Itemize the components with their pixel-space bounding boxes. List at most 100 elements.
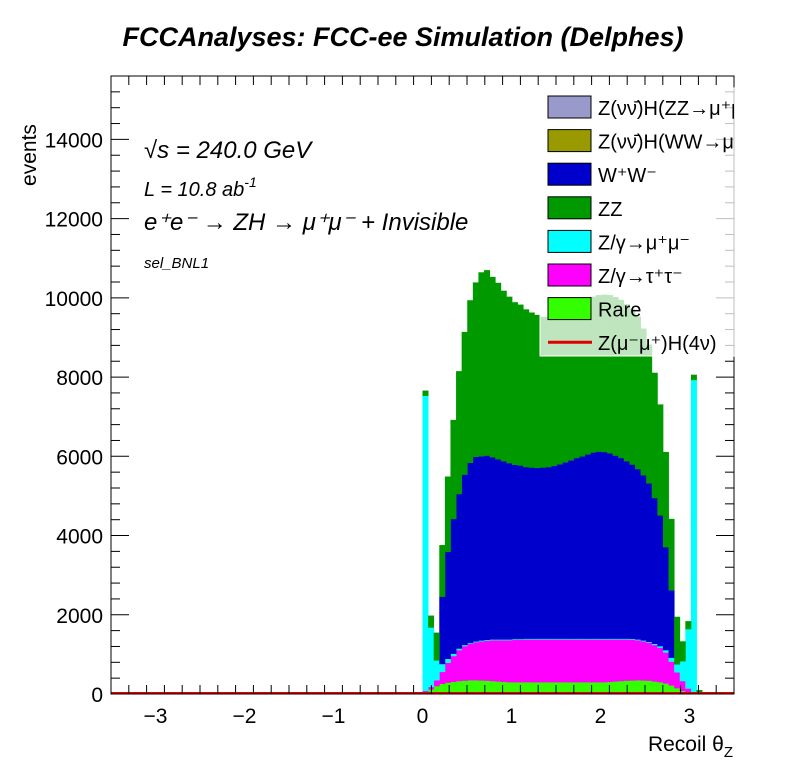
bar-segment bbox=[467, 680, 474, 695]
bar-segment bbox=[439, 596, 446, 665]
bar-segment bbox=[523, 467, 530, 639]
bar-segment bbox=[456, 493, 463, 649]
bar-segment bbox=[662, 683, 669, 695]
bar-segment bbox=[668, 590, 675, 658]
bar-segment bbox=[534, 314, 541, 469]
bar-segment bbox=[629, 638, 636, 640]
stacked-bars bbox=[422, 270, 703, 695]
bar-segment bbox=[607, 295, 614, 454]
bar-segment bbox=[646, 641, 653, 643]
lumi-annotation: L = 10.8 ab-1 bbox=[144, 174, 257, 201]
bar-segment bbox=[635, 316, 641, 470]
bar-segment bbox=[506, 639, 513, 641]
bar-segment bbox=[478, 641, 485, 681]
bar-segment bbox=[657, 682, 664, 695]
bar-segment bbox=[584, 682, 591, 695]
bar-segment bbox=[539, 638, 546, 640]
bar-segment bbox=[439, 671, 446, 684]
bar-segment bbox=[472, 641, 479, 643]
y-tick-label: 0 bbox=[91, 684, 103, 707]
bar-segment bbox=[607, 681, 614, 695]
bar-segment bbox=[495, 681, 502, 695]
y-axis-ticks: 0 2000 4000 6000 8000 10000 12000 14000 bbox=[45, 75, 734, 707]
legend-swatch bbox=[547, 196, 592, 220]
bar-segment bbox=[685, 629, 692, 689]
bar-segment bbox=[590, 452, 597, 639]
selection-annotation: sel_BNL1 bbox=[144, 255, 209, 272]
bar-segment bbox=[433, 632, 440, 661]
bar-segment bbox=[450, 681, 457, 695]
bar-segment bbox=[511, 682, 518, 695]
process-annotation: e⁺e⁻ → ZH → μ⁺μ⁻ + Invisible bbox=[144, 209, 468, 236]
x-tick-label: 2 bbox=[595, 705, 607, 728]
y-tick-label: 4000 bbox=[56, 526, 103, 549]
bar-segment bbox=[679, 641, 686, 662]
bar-segment bbox=[545, 467, 552, 639]
bar-segment bbox=[495, 639, 502, 641]
bar-segment bbox=[668, 657, 675, 662]
bar-segment bbox=[461, 644, 468, 647]
bar-segment bbox=[433, 660, 440, 681]
bar-segment bbox=[635, 640, 641, 681]
bar-segment bbox=[584, 299, 591, 455]
bar-segment bbox=[595, 682, 602, 695]
x-tick-label: −2 bbox=[233, 705, 257, 728]
legend-label: W⁺W⁻ bbox=[598, 165, 657, 187]
bar-segment bbox=[539, 316, 546, 468]
bar-segment bbox=[545, 682, 552, 695]
bar-segment bbox=[567, 639, 574, 683]
bar-segment bbox=[651, 497, 658, 644]
bar-segment bbox=[500, 461, 507, 640]
bar-segment bbox=[484, 639, 491, 641]
bar-segment bbox=[674, 672, 681, 689]
bar-segment bbox=[517, 638, 524, 641]
bar-segment bbox=[607, 638, 614, 640]
bar-segment bbox=[534, 639, 541, 683]
bar-segment bbox=[495, 282, 502, 460]
bar-segment bbox=[511, 302, 518, 465]
bar-segment bbox=[439, 683, 446, 695]
bar-segment bbox=[618, 639, 625, 682]
x-tick-label: 0 bbox=[417, 705, 429, 728]
bar-segment bbox=[601, 451, 608, 639]
legend-swatch bbox=[547, 297, 592, 321]
bar-segment bbox=[545, 317, 552, 468]
bar-segment bbox=[601, 294, 608, 453]
bar-segment bbox=[651, 644, 658, 682]
bar-segment bbox=[595, 451, 602, 639]
bar-segment bbox=[562, 462, 569, 639]
legend-label: Rare bbox=[598, 300, 641, 322]
bar-segment bbox=[556, 464, 563, 639]
bar-segment bbox=[556, 638, 563, 640]
legend-label: Z(νν̄)H(WW→μ⁺νμ bbox=[598, 132, 766, 154]
bar-segment bbox=[607, 453, 614, 639]
bar-segment bbox=[433, 686, 440, 695]
bar-segment bbox=[590, 682, 597, 695]
bar-segment bbox=[484, 680, 491, 695]
bar-segment bbox=[444, 551, 451, 660]
bar-segment bbox=[539, 467, 546, 639]
bar-segment bbox=[584, 638, 591, 640]
bar-segment bbox=[567, 638, 574, 640]
bar-segment bbox=[690, 374, 697, 381]
legend-label: Z(μ⁻μ⁺)H(4ν) bbox=[598, 333, 717, 355]
bar-segment bbox=[456, 650, 463, 682]
bar-segment bbox=[646, 642, 653, 681]
bar-segment bbox=[422, 690, 429, 693]
bar-segment bbox=[472, 642, 479, 681]
bar-segment bbox=[467, 642, 474, 644]
bar-segment bbox=[523, 682, 530, 695]
y-tick-label: 12000 bbox=[45, 209, 103, 232]
bar-segment bbox=[573, 306, 580, 459]
bar-segment bbox=[556, 682, 563, 695]
bar-segment bbox=[461, 474, 468, 646]
bar-segment bbox=[573, 457, 580, 639]
bar-segment bbox=[461, 331, 468, 475]
bar-segment bbox=[450, 655, 457, 683]
bar-segment bbox=[679, 680, 686, 692]
bar-segment bbox=[662, 650, 669, 653]
bar-segment bbox=[657, 646, 664, 648]
bar-segment bbox=[618, 299, 625, 459]
bar-segment bbox=[489, 457, 496, 640]
